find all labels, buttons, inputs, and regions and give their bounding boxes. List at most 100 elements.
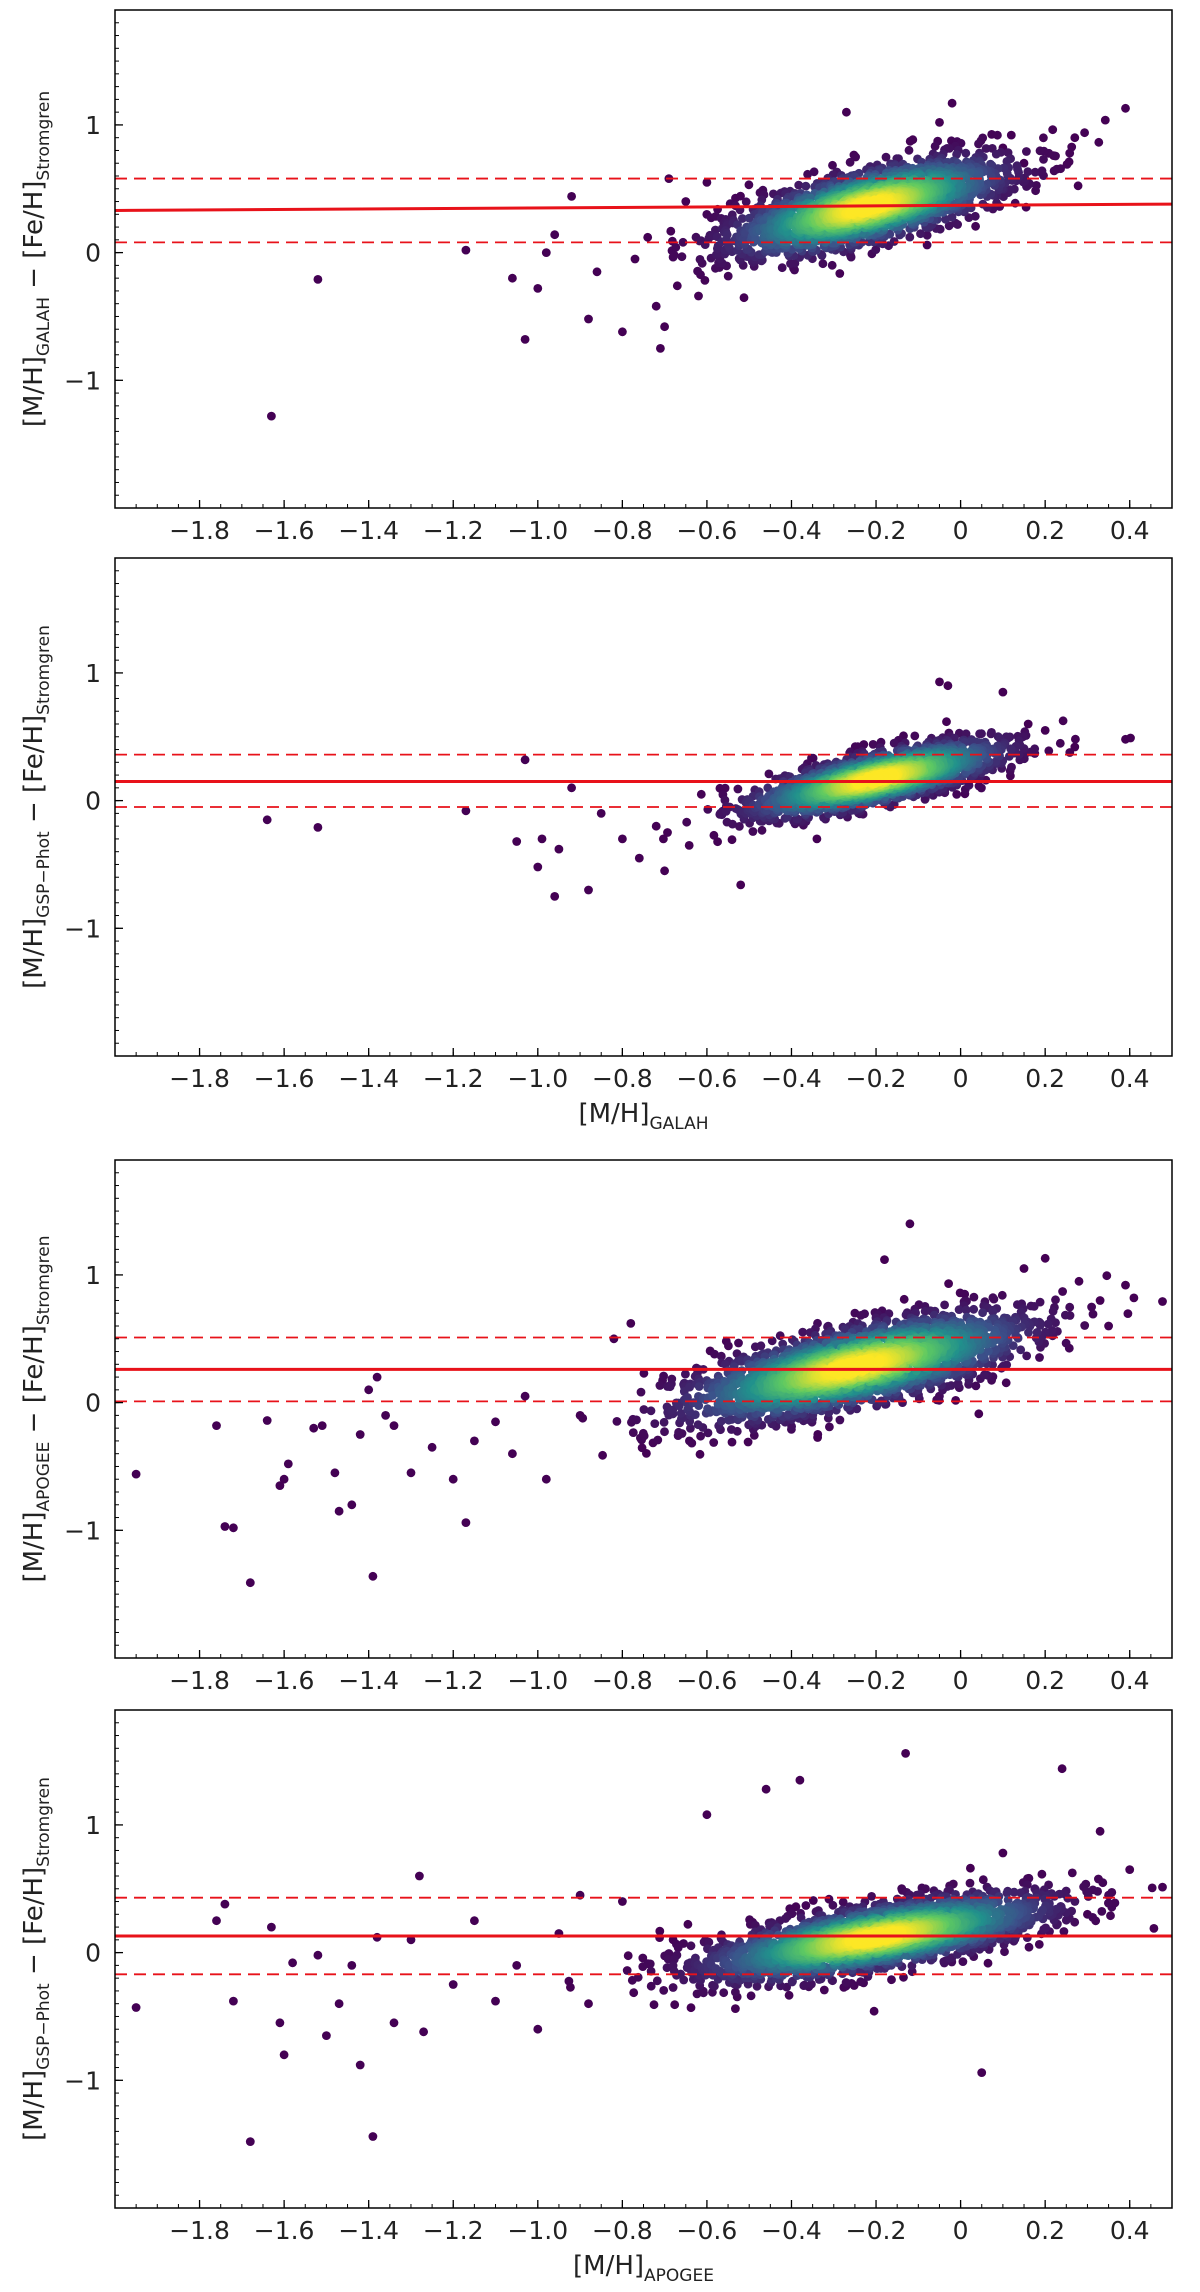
scatter-point xyxy=(694,291,703,301)
x-tick-label: −1.2 xyxy=(423,1064,484,1093)
x-tick-label: −0.6 xyxy=(677,516,738,545)
x-tick-label: −0.4 xyxy=(761,516,822,545)
y-tick-label: 1 xyxy=(85,659,101,688)
scatter-point xyxy=(713,837,722,847)
scatter-point xyxy=(618,834,627,844)
scatter-point xyxy=(998,687,1008,697)
scatter-point xyxy=(686,1424,695,1433)
scatter-point xyxy=(1006,130,1016,140)
scatter-point xyxy=(695,255,705,264)
scatter-point xyxy=(461,806,471,816)
scatter-point xyxy=(275,1481,285,1490)
x-tick-label: 0.2 xyxy=(1025,1064,1065,1093)
scatter-point xyxy=(1040,1253,1050,1263)
y-tick-label: 0 xyxy=(85,239,101,268)
scatter-point xyxy=(229,1523,238,1533)
scatter-points xyxy=(267,98,1130,421)
y-label-main: [M/H] xyxy=(19,356,49,427)
scatter-point xyxy=(1104,1321,1113,1331)
scatter-point xyxy=(682,817,692,827)
scatter-point xyxy=(630,254,640,264)
scatter-point xyxy=(798,1327,808,1337)
scatter-point xyxy=(827,260,837,270)
x-tick-label: −0.4 xyxy=(761,1064,822,1093)
x-tick-label: −1.8 xyxy=(169,516,230,545)
scatter-point xyxy=(681,197,691,206)
scatter-point xyxy=(743,1437,753,1447)
scatter-point xyxy=(727,835,737,845)
scatter-point xyxy=(922,230,932,240)
scatter-point xyxy=(808,753,818,763)
scatter-point xyxy=(1006,744,1016,754)
scatter-point xyxy=(709,830,719,840)
x-tick-label: −1.6 xyxy=(254,516,315,545)
scatter-point xyxy=(1051,1295,1060,1305)
x-tick-label: 0 xyxy=(953,1064,969,1093)
scatter-point xyxy=(609,1334,619,1344)
scatter-point xyxy=(131,1469,141,1479)
scatter-point xyxy=(283,1459,293,1469)
scatter-point xyxy=(735,822,744,831)
scatter-point xyxy=(660,866,669,876)
scatter-points xyxy=(262,677,1135,901)
scatter-point xyxy=(974,1409,984,1419)
scatter-point xyxy=(767,1336,777,1346)
scatter-point xyxy=(845,157,855,167)
scatter-point xyxy=(971,221,980,231)
scatter-point xyxy=(245,1578,255,1588)
scatter-point xyxy=(655,1381,665,1390)
scatter-point xyxy=(899,1294,909,1304)
scatter-point xyxy=(871,245,881,255)
scatter-point xyxy=(347,1500,357,1510)
scatter-point xyxy=(537,834,547,844)
scatter-point xyxy=(1013,164,1022,174)
scatter-point xyxy=(448,1474,458,1484)
scatter-point xyxy=(636,1387,646,1397)
y-label-sub2: Stromgren xyxy=(34,91,54,181)
scatter-point xyxy=(1035,146,1045,156)
scatter-point xyxy=(637,1443,647,1453)
scatter-point xyxy=(1023,719,1033,729)
scatter-point xyxy=(835,1415,845,1425)
scatter-point xyxy=(676,1409,686,1418)
scatter-point xyxy=(626,1319,636,1328)
scatter-point xyxy=(262,1416,272,1425)
scatter-point xyxy=(703,1404,712,1414)
y-label-sub2: Stromgren xyxy=(34,625,54,715)
scatter-point xyxy=(508,1449,517,1459)
x-label-sub: GALAH xyxy=(649,1114,708,1134)
x-tick-label: 0 xyxy=(953,516,969,545)
scatter-point xyxy=(803,169,812,179)
scatter-point xyxy=(632,1415,641,1425)
scatter-point xyxy=(756,1341,766,1351)
scatter-point xyxy=(722,817,732,827)
scatter-point xyxy=(653,1435,663,1445)
scatter-point xyxy=(533,862,543,872)
scatter-point xyxy=(684,841,694,850)
x-tick-label: −0.6 xyxy=(677,1064,738,1093)
scatter-point xyxy=(851,152,860,162)
y-axis-label: [M/H]GALAH − [Fe/H]Stromgren xyxy=(19,91,54,427)
fit-line xyxy=(114,202,1173,212)
scatter-point xyxy=(835,269,845,278)
y-tick-label: 0 xyxy=(85,787,101,816)
scatter-point xyxy=(840,1325,850,1334)
scatter-point xyxy=(681,1369,690,1379)
scatter-point xyxy=(828,160,837,170)
scatter-point xyxy=(943,681,953,691)
y-label-minus: − [Fe/H] xyxy=(19,181,49,297)
panel-gspphot-vs-galah: −1.8 −1.6 −1.4 −1.2 −1.0 −0.8 −0.6 −0.4 −0.2 0 0.2… xyxy=(19,557,1173,1134)
scatter-point xyxy=(1026,1301,1036,1311)
scatter-point xyxy=(309,1423,319,1433)
scatter-point xyxy=(1039,155,1048,164)
scatter-point xyxy=(1073,181,1083,191)
scatter-point xyxy=(971,1381,981,1391)
scatter-point xyxy=(470,1436,479,1446)
scatter-point xyxy=(744,180,754,190)
scatter-point xyxy=(960,1289,970,1299)
scatter-point xyxy=(554,844,564,854)
x-tick-label: −0.2 xyxy=(846,1064,907,1093)
scatter-point xyxy=(669,250,679,260)
scatter-point xyxy=(1024,1328,1033,1337)
scatter-point xyxy=(988,1307,998,1316)
